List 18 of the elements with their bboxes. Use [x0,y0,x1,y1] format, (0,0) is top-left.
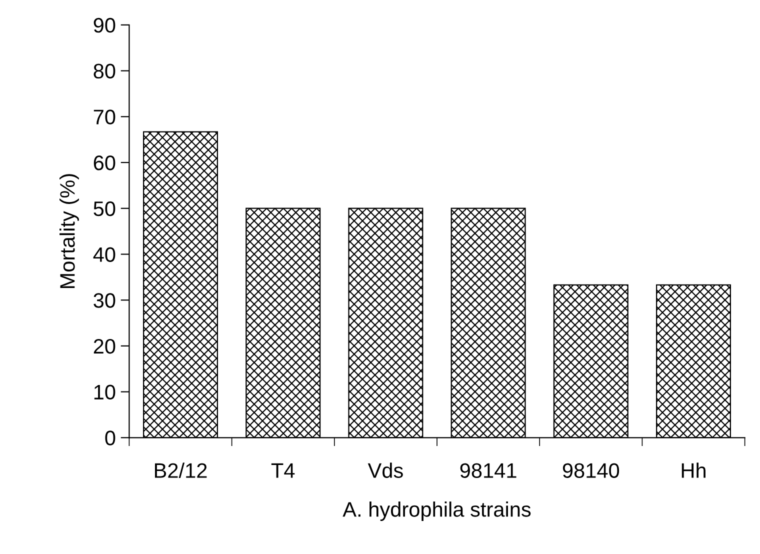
y-tick-label: 10 [94,384,116,400]
x-axis-title: A. hydrophila strains [342,502,531,521]
y-tick-label: 60 [94,156,116,170]
x-tick-label: Vds [368,462,403,478]
y-tick-label: 30 [94,293,116,308]
y-tick-label: 80 [94,64,116,79]
y-tick-label: 70 [94,110,116,124]
x-tick-label: Hh [682,462,706,478]
y-tick-label: 90 [94,18,116,33]
y-tick-label: 0 [105,430,116,446]
x-tick-label: 98140 [562,463,620,478]
x-tick-label: B2/12 [154,462,207,478]
y-tick-label: 50 [94,201,116,216]
y-tick-label: 40 [93,247,116,262]
y-tick-label: 20 [94,338,116,354]
y-axis-title: Mortality (%) [60,174,79,288]
x-tick-label: 98141 [460,463,516,478]
x-tick-label: T4 [271,463,295,478]
